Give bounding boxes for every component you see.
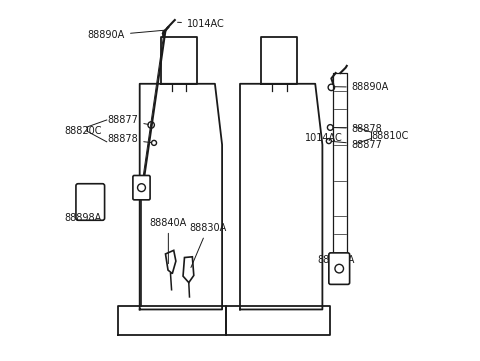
- Text: 88890A: 88890A: [88, 30, 164, 40]
- FancyBboxPatch shape: [329, 253, 349, 284]
- Text: 88810C: 88810C: [372, 131, 409, 141]
- Text: 88830A: 88830A: [189, 223, 227, 268]
- Text: 88897A: 88897A: [317, 255, 354, 265]
- Text: 88898A: 88898A: [64, 213, 102, 223]
- Text: 88890A: 88890A: [334, 82, 389, 92]
- FancyBboxPatch shape: [133, 175, 150, 200]
- Text: 88878: 88878: [108, 134, 151, 144]
- Text: 88840A: 88840A: [150, 218, 187, 264]
- Text: 88877: 88877: [332, 140, 383, 150]
- Text: 88878: 88878: [333, 123, 383, 134]
- Text: 1014AC: 1014AC: [178, 19, 225, 29]
- Text: 1014AC: 1014AC: [304, 133, 342, 143]
- FancyBboxPatch shape: [76, 184, 105, 220]
- Text: 88877: 88877: [108, 114, 148, 125]
- Text: 88820C: 88820C: [64, 126, 102, 136]
